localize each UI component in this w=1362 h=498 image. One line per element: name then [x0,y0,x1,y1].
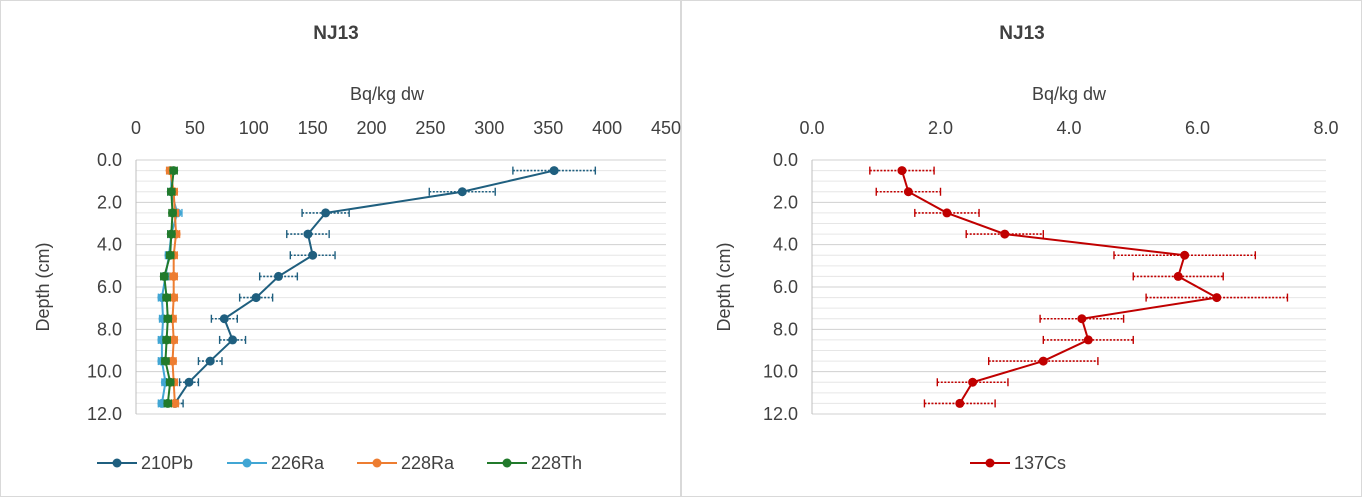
legend-label: 137Cs [1014,453,1066,473]
y-axis-title: Depth (cm) [714,242,734,331]
legend-marker [242,458,252,468]
chart-left-svg: NJ13 Bq/kg dw Depth (cm) 0 50 100 150 200 250 300… [33,23,681,473]
data-point-137Cs [968,377,978,387]
chart-right-svg: NJ13 Bq/kg dw Depth (cm) 0.0 2.0 4.0 6.0 8.0 0.0… [714,23,1339,473]
data-point-210Pb [219,314,229,324]
data-point-137Cs [903,187,913,197]
x-tick-label: 8.0 [1313,118,1338,138]
data-point-228Th [162,293,172,303]
data-point-210Pb [205,356,215,366]
y-tick-label: 10.0 [87,362,122,382]
legend-marker [372,458,382,468]
x-tick-label: 350 [533,118,563,138]
legend-marker [985,458,995,468]
x-tick-label: 150 [298,118,328,138]
chart-panel-right: NJ13 Bq/kg dw Depth (cm) 0.0 2.0 4.0 6.0 8.0 0.0… [681,0,1362,497]
legend-marker [112,458,122,468]
x-axis-title: Bq/kg dw [350,84,425,104]
chart-panel-left: NJ13 Bq/kg dw Depth (cm) 0 50 100 150 200 250 300… [0,0,681,497]
data-point-228Th [168,208,178,218]
data-point-228Ra [169,293,179,303]
y-tick-label: 10.0 [763,362,798,382]
y-tick-label: 12.0 [763,404,798,424]
legend-label: 228Ra [401,453,455,473]
legend-marker [502,458,512,468]
data-point-210Pb [457,187,467,197]
data-point-210Pb [549,166,559,176]
y-tick-label: 8.0 [773,319,798,339]
data-point-210Pb [303,229,313,239]
data-point-137Cs [1000,229,1010,239]
legend-label: 228Th [531,453,582,473]
legend-label: 226Ra [271,453,325,473]
x-tick-label: 450 [651,118,681,138]
data-point-137Cs [1212,293,1222,303]
y-axis-title: Depth (cm) [33,242,53,331]
data-point-210Pb [321,208,331,218]
x-tick-label: 6.0 [1185,118,1210,138]
y-tick-label: 6.0 [773,277,798,297]
data-point-137Cs [1077,314,1087,324]
x-tick-label: 0.0 [799,118,824,138]
y-tick-label: 8.0 [97,319,122,339]
data-point-228Th [159,271,169,281]
y-tick-label: 4.0 [773,235,798,255]
x-tick-label: 4.0 [1056,118,1081,138]
y-tick-label: 6.0 [97,277,122,297]
x-tick-label: 250 [415,118,445,138]
chart-title: NJ13 [313,23,358,44]
data-point-137Cs [1038,356,1048,366]
x-tick-label: 2.0 [928,118,953,138]
data-point-228Th [163,314,173,324]
data-point-228Th [166,229,176,239]
chart-title: NJ13 [999,23,1044,44]
data-point-228Th [165,250,175,260]
data-point-137Cs [942,208,952,218]
y-tick-label: 0.0 [97,150,122,170]
data-point-137Cs [955,398,965,408]
y-tick-label: 4.0 [97,235,122,255]
x-tick-label: 0 [131,118,141,138]
data-point-210Pb [251,293,261,303]
data-point-228Ra [169,271,179,281]
series-line-137Cs [900,170,1220,404]
data-point-210Pb [308,250,318,260]
data-point-137Cs [1180,250,1190,260]
data-point-210Pb [274,271,284,281]
y-tick-label: 2.0 [97,192,122,212]
y-tick-label: 12.0 [87,404,122,424]
x-tick-label: 100 [239,118,269,138]
data-point-137Cs [897,166,907,176]
data-point-228Th [163,398,173,408]
data-point-228Ra [168,356,178,366]
x-tick-label: 200 [357,118,387,138]
y-tick-label: 2.0 [773,192,798,212]
data-point-137Cs [1173,271,1183,281]
x-axis-title: Bq/kg dw [1032,84,1107,104]
x-tick-label: 400 [592,118,622,138]
data-point-228Th [162,335,172,345]
x-tick-label: 300 [474,118,504,138]
data-point-137Cs [1083,335,1093,345]
x-tick-label: 50 [185,118,205,138]
data-point-228Th [169,166,179,176]
data-point-210Pb [184,377,194,387]
data-point-228Th [165,377,175,387]
series-line-210Pb [174,169,555,404]
y-tick-label: 0.0 [773,150,798,170]
data-point-228Th [166,187,176,197]
data-point-228Ra [170,398,180,408]
legend-label: 210Pb [141,453,193,473]
data-point-210Pb [228,335,238,345]
data-point-228Th [160,356,170,366]
data-point-228Ra [169,335,179,345]
